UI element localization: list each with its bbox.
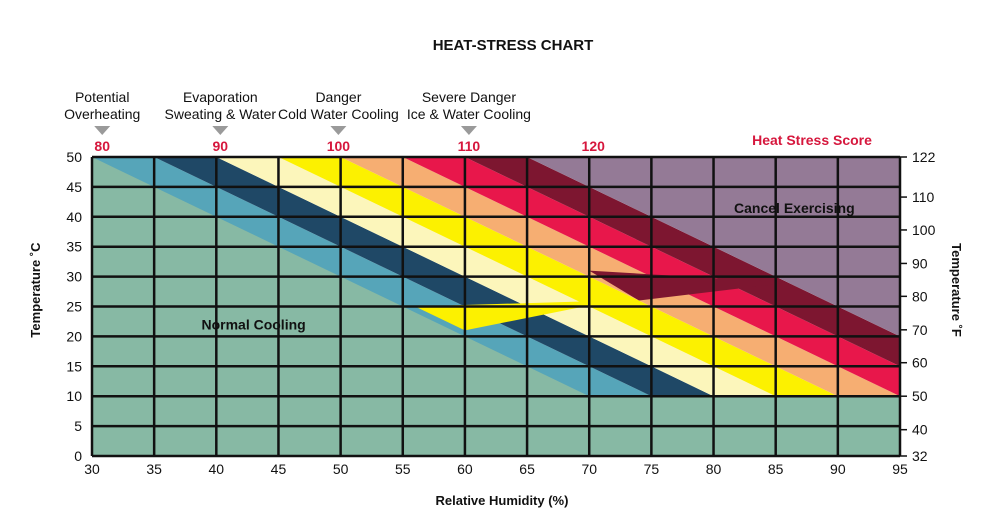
score-marker-label: 120 [582,138,606,154]
pointer-triangle-icon [94,126,111,135]
y-axis-ticks-celsius: 0 5 10 15 20 25 30 35 40 45 50 [66,149,82,464]
y-tick-label: 10 [66,388,82,404]
x-tick-label: 50 [333,461,349,477]
x-tick-label: 90 [830,461,846,477]
y-axis-title-right: Temperature ˚F [949,243,964,337]
x-tick-label: 85 [768,461,784,477]
y-tick-label: 0 [74,448,82,464]
chart-title: HEAT-STRESS CHART [433,37,594,54]
y-axis-ticks-fahrenheit: 122 110 100 90 80 70 60 50 40 32 [900,149,936,464]
category-label: Ice & Water Cooling [407,106,531,122]
x-tick-label: 40 [209,461,225,477]
y-tick-label: 15 [66,358,82,374]
zone-label: Normal Cooling [201,316,305,332]
right-tick-label: 122 [912,149,936,165]
band-maroon [464,157,900,367]
score-marker-label: 90 [213,138,229,154]
category-label: Sweating & Water [165,106,277,122]
right-tick-label: 70 [912,322,928,338]
y-axis-title-left: Temperature ˚C [28,242,43,338]
y-tick-label: 45 [66,179,82,195]
right-tick-label: 60 [912,355,928,371]
right-tick-label: 40 [912,422,928,438]
x-tick-label: 80 [706,461,722,477]
y-tick-label: 25 [66,299,82,315]
y-tick-label: 50 [66,149,82,165]
y-tick-label: 40 [66,209,82,225]
y-tick-label: 20 [66,328,82,344]
x-tick-label: 95 [892,461,908,477]
pointer-triangle-icon [330,126,347,135]
x-tick-label: 35 [146,461,162,477]
heat-stress-score-markers: 80 90 100 110 120 [94,138,605,154]
category-label: Cold Water Cooling [278,106,399,122]
y-tick-label: 30 [66,269,82,285]
score-marker-label: 100 [327,138,351,154]
band-maroon-spike [589,270,789,301]
category-label: Evaporation [183,89,258,105]
right-tick-label: 110 [912,189,935,205]
x-tick-label: 30 [84,461,100,477]
x-tick-label: 60 [457,461,473,477]
heat-stress-score-title: Heat Stress Score [752,132,872,148]
y-tick-label: 35 [66,239,82,255]
y-tick-label: 5 [74,418,82,434]
right-tick-label: 100 [912,222,936,238]
right-tick-label: 80 [912,288,928,304]
category-label: Danger [315,89,361,105]
x-tick-label: 65 [519,461,535,477]
category-label: Potential [75,89,129,105]
right-tick-label: 90 [912,255,928,271]
pointer-triangle-icon [212,126,229,135]
x-axis-title: Relative Humidity (%) [436,493,569,508]
x-tick-label: 45 [271,461,287,477]
right-tick-label: 32 [912,448,928,464]
x-tick-label: 55 [395,461,411,477]
x-axis-ticks: 30 35 40 45 50 55 60 65 70 75 80 85 90 95 [84,461,908,477]
category-label: Overheating [64,106,140,122]
x-tick-label: 75 [644,461,660,477]
grid-lines [90,155,902,458]
zone-label: Cancel Exercising [734,200,855,216]
score-marker-label: 110 [458,138,481,154]
x-tick-label: 70 [581,461,597,477]
right-tick-label: 50 [912,388,928,404]
category-label: Severe Danger [422,89,517,105]
score-marker-label: 80 [94,138,110,154]
zone-labels: Normal Cooling Cancel Exercising [201,200,854,333]
pointer-triangle-icon [460,126,477,135]
